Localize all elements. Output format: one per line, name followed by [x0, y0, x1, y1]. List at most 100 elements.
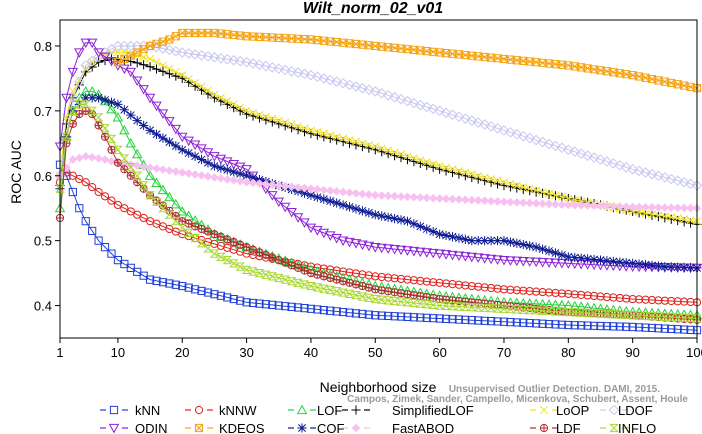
point-odin [382, 244, 394, 254]
point-fastabod [512, 198, 522, 207]
point-inflo [692, 314, 702, 323]
point-inflo [486, 304, 496, 313]
point-cof [332, 198, 342, 208]
legend-label: KDEOS [219, 421, 265, 434]
point-ldof [530, 134, 542, 146]
point-loop [274, 116, 283, 125]
point-odin [427, 248, 439, 259]
point-fastabod [615, 202, 625, 211]
point-odin [421, 248, 433, 258]
point-loop [506, 179, 515, 188]
point-cof [537, 244, 548, 254]
point-ldof [427, 103, 439, 115]
point-ldof [653, 170, 664, 182]
point-inflo [421, 300, 432, 309]
point-inflo [306, 281, 316, 291]
point-cof [196, 154, 207, 165]
point-inflo [331, 287, 342, 296]
point-loop [364, 140, 373, 149]
x-tick-label: 60 [432, 345, 446, 360]
point-inflo [447, 302, 458, 311]
legend-item-cof: COF [288, 421, 345, 434]
point-inflo [608, 310, 619, 319]
point-loop [680, 215, 689, 224]
point-knnw [557, 289, 566, 298]
point-cof [557, 250, 567, 260]
point-ldof [86, 55, 98, 67]
point-fastabod [139, 162, 148, 171]
point-knn [229, 294, 238, 304]
point-ldof [415, 99, 426, 111]
point-odin [267, 191, 278, 201]
point-cof [338, 200, 348, 210]
point-cof [583, 254, 593, 264]
point-knnw [512, 286, 521, 295]
point-fastabod [171, 167, 181, 176]
point-ldof [537, 136, 548, 148]
point-knnw [435, 278, 444, 287]
point-cof [660, 262, 670, 272]
series-odin [54, 38, 702, 274]
point-fastabod [486, 196, 496, 206]
point-cof [389, 213, 400, 224]
point-knn [120, 259, 129, 269]
point-knnw [673, 297, 682, 306]
point-knnw [133, 210, 142, 219]
point-ldof [620, 162, 632, 173]
point-cof [377, 211, 387, 221]
point-knnw [409, 276, 418, 285]
point-odin [164, 117, 175, 127]
point-knn [692, 326, 702, 335]
point-inflo [113, 145, 123, 154]
x-tick-label: 50 [368, 345, 382, 360]
point-cof [518, 239, 528, 250]
point-cof [248, 173, 258, 183]
point-inflo [466, 303, 477, 312]
legend-marker-cof [297, 423, 307, 433]
point-knnw [474, 282, 483, 291]
point-odin [440, 250, 452, 260]
point-fastabod [242, 177, 251, 187]
legend-marker-ldf [539, 423, 549, 433]
point-knnw [377, 272, 386, 282]
point-fastabod [544, 199, 554, 209]
point-ldof [189, 49, 201, 60]
point-inflo [370, 294, 381, 304]
point-cof [608, 256, 618, 267]
point-ldof [563, 144, 574, 156]
point-cof [428, 226, 438, 237]
point-fastabod [589, 201, 599, 211]
point-knnw [493, 284, 502, 293]
point-odin [312, 226, 323, 236]
point-ldof [312, 71, 323, 83]
point-fastabod [428, 193, 438, 203]
point-cof [364, 208, 374, 218]
point-ldof [331, 76, 342, 87]
axes-layer: 1 10 20 30 40 50 60 70 80 90 100 0.4 0.5 0.6 0.7 0.8 [34, 19, 702, 360]
point-fastabod [666, 203, 676, 212]
point-fastabod [525, 198, 535, 208]
point-inflo [151, 197, 162, 206]
point-loop [261, 112, 270, 121]
point-odin [479, 254, 490, 264]
point-inflo [441, 301, 451, 310]
x-axis-label: Neighborhood size [320, 379, 437, 395]
point-fastabod [454, 195, 464, 204]
point-inflo [602, 309, 612, 319]
point-odin [524, 257, 535, 267]
point-knnw [371, 272, 380, 281]
point-inflo [138, 181, 149, 190]
point-fastabod [351, 188, 361, 198]
point-inflo [492, 304, 503, 313]
point-knnw [628, 294, 637, 304]
point-ldof [672, 175, 684, 186]
x-tick-label: 20 [175, 345, 189, 360]
point-loop [371, 142, 380, 151]
point-loop [146, 54, 155, 63]
legend-item-loop: LoOP [530, 403, 589, 418]
point-cof [441, 230, 451, 241]
point-fastabod [268, 180, 277, 190]
point-fastabod [435, 194, 444, 203]
point-ldof [550, 140, 561, 152]
